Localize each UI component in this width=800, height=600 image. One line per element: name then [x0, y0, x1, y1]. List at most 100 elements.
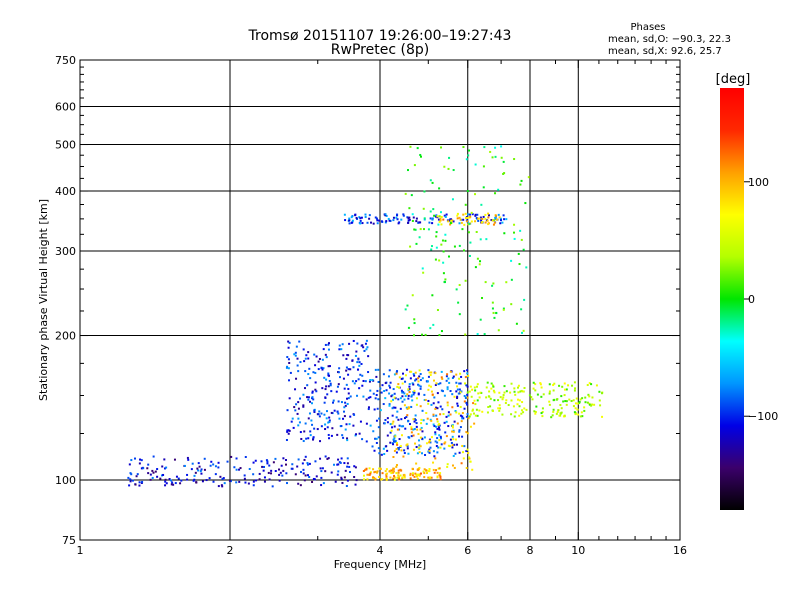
data-point [424, 398, 427, 401]
y-tick-label: 750 [55, 54, 76, 67]
data-point [474, 214, 477, 217]
data-point [557, 409, 560, 412]
data-point [307, 417, 310, 420]
data-point [389, 386, 392, 389]
data-point [396, 213, 399, 216]
data-point [574, 407, 577, 410]
data-point [279, 471, 282, 474]
data-point [172, 483, 175, 486]
data-point [459, 426, 462, 429]
data-point [136, 473, 139, 476]
data-point [400, 449, 403, 452]
data-point [434, 407, 437, 410]
data-point [542, 393, 545, 396]
data-point [312, 398, 315, 401]
data-point [502, 307, 505, 310]
data-point [288, 341, 291, 344]
data-point [432, 323, 435, 326]
data-point [385, 214, 388, 217]
data-point [163, 458, 166, 461]
data-point [498, 391, 501, 394]
data-point [381, 478, 384, 481]
data-point [578, 401, 581, 404]
data-point [418, 384, 421, 387]
data-point [513, 237, 516, 240]
data-point [436, 451, 439, 454]
data-point [363, 349, 366, 352]
data-point [432, 468, 435, 471]
x-tick-label: 8 [527, 544, 534, 557]
data-point [453, 395, 456, 398]
data-point [595, 384, 598, 387]
data-point [446, 401, 449, 404]
data-point [366, 478, 369, 481]
data-point [321, 358, 324, 361]
data-point [369, 471, 372, 474]
data-point [541, 407, 544, 410]
data-point [475, 217, 478, 220]
data-point [479, 216, 482, 219]
data-point [435, 246, 438, 249]
data-point [411, 219, 414, 222]
data-point [409, 245, 412, 248]
data-point [409, 474, 412, 477]
data-point [514, 393, 517, 396]
data-point [348, 470, 351, 473]
data-point [436, 309, 439, 312]
data-point [323, 413, 326, 416]
data-point [456, 214, 459, 217]
data-point [342, 436, 345, 439]
data-point [422, 207, 425, 210]
data-point [423, 393, 426, 396]
data-point [353, 475, 356, 478]
data-point [392, 438, 395, 441]
data-point [361, 374, 364, 377]
data-point [484, 217, 487, 220]
data-point [415, 378, 418, 381]
data-point [444, 278, 447, 281]
data-point [376, 219, 379, 222]
data-point [404, 192, 407, 195]
data-point [286, 356, 289, 359]
data-point [470, 211, 473, 214]
data-point [481, 221, 484, 224]
data-point [332, 399, 335, 402]
data-point [199, 470, 202, 473]
data-point [478, 396, 481, 399]
data-point [491, 156, 494, 159]
data-point [412, 418, 415, 421]
data-point [519, 390, 522, 393]
data-point [409, 472, 412, 475]
data-point [372, 468, 375, 471]
data-point [306, 396, 309, 399]
data-point [536, 393, 539, 396]
data-point [467, 374, 470, 377]
data-point [349, 415, 352, 418]
data-point [270, 469, 273, 472]
colorbar [720, 88, 744, 510]
data-point [359, 222, 362, 225]
data-point [409, 377, 412, 380]
data-point [372, 222, 375, 225]
data-point [355, 350, 358, 353]
data-point [338, 417, 341, 420]
data-point [345, 369, 348, 372]
data-point [464, 333, 467, 336]
data-point [417, 474, 420, 477]
data-point [238, 480, 241, 483]
data-point [366, 221, 369, 224]
data-point [577, 413, 580, 416]
data-point [458, 244, 461, 247]
data-point [354, 354, 357, 357]
data-point [468, 222, 471, 225]
data-point [294, 354, 297, 357]
data-point [401, 391, 404, 394]
data-point [431, 393, 434, 396]
data-point [598, 399, 601, 402]
data-point [428, 439, 431, 442]
data-point [262, 469, 265, 472]
data-point [274, 457, 277, 460]
data-point [203, 468, 206, 471]
data-point [519, 183, 522, 186]
data-point [487, 395, 490, 398]
